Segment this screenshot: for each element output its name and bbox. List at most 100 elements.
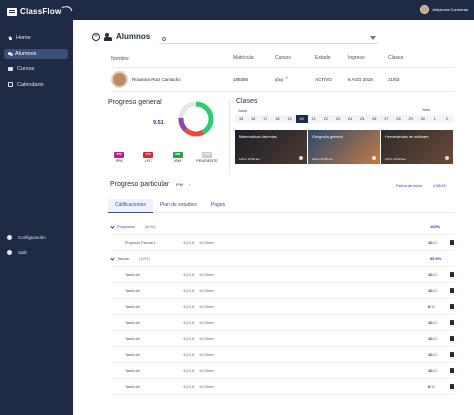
grade-item-row[interactable]: Tarea ## 3/2/18 10:55am 10/10 (111, 331, 454, 347)
logo-icon (7, 7, 17, 16)
grade-section-label: Proyectos (117, 224, 135, 229)
add-student-button[interactable]: + (92, 32, 100, 41)
subject-badge[interactable]: IPM IPM (108, 152, 130, 163)
grade-item-name[interactable]: Tarea ## (125, 336, 140, 341)
grade-item-row[interactable]: Tarea ## 3/2/18 10:55am 0/10 (111, 379, 454, 395)
filter-icon[interactable] (370, 36, 376, 40)
day-cell[interactable]: 16 (251, 117, 256, 121)
sidebar-item-home[interactable]: Home (4, 33, 68, 43)
grade-score-max: /10 (432, 321, 438, 325)
document-icon[interactable] (450, 288, 454, 293)
grade-section-weight: (60%) (144, 224, 156, 229)
grade-score-max: /10 (430, 305, 436, 309)
day-cell[interactable]: 19 (287, 117, 292, 121)
app-logo[interactable]: ClassFlow (7, 5, 73, 16)
logout-icon (7, 249, 12, 255)
day-cell[interactable]: 15 (238, 117, 244, 121)
grade-item-name[interactable]: Tarea ## (125, 304, 140, 309)
play-icon[interactable] (445, 156, 449, 160)
grade-score-value: 10 (428, 288, 433, 293)
document-icon[interactable] (450, 304, 454, 309)
document-icon[interactable] (450, 384, 454, 389)
grade-item-name[interactable]: Tarea ## (125, 272, 140, 277)
day-cell[interactable]: 30 (420, 117, 425, 121)
month-label: Junio (238, 109, 248, 113)
sidebar-item-label: Configuración (18, 234, 46, 240)
chevron-right-icon: › (189, 182, 191, 187)
play-icon[interactable] (372, 156, 376, 160)
search-input[interactable] (170, 36, 350, 41)
sidebar-item-calendario[interactable]: Calendario (4, 80, 68, 90)
document-icon[interactable] (450, 272, 454, 277)
class-card-title: Geografía general (312, 135, 343, 139)
column-header: Matrícula (233, 55, 254, 61)
subject-badge[interactable]: IBM IBM (167, 152, 189, 163)
grade-item-name[interactable]: Tarea ## (125, 384, 140, 389)
day-cell[interactable]: 23 (335, 117, 341, 121)
day-cell[interactable]: 27 (384, 117, 389, 121)
tab-calificaciones[interactable]: Calificaciones (108, 199, 153, 213)
document-icon[interactable] (450, 240, 454, 245)
grade-item-name[interactable]: Tarea ## (125, 320, 140, 325)
subject-badge[interactable]: LFC LFC (137, 152, 159, 163)
tab-pagos[interactable]: Pagos (210, 202, 226, 208)
grade-item-row[interactable]: Tarea ## 3/2/18 10:55am 10/10 (111, 363, 454, 379)
document-icon[interactable] (450, 320, 454, 325)
user-menu[interactable]: Alejandra Contreras (420, 5, 468, 14)
progreso-particular-title: Progreso particular (110, 181, 170, 188)
sidebar-item-cursos[interactable]: Cursos (4, 64, 68, 74)
sidebar-item-alumnos[interactable]: Alumnos (4, 48, 68, 59)
grade-item-row[interactable]: Tarea ## 3/2/18 10:55am 10/10 (111, 347, 454, 363)
day-cell[interactable]: 20 (295, 115, 308, 123)
class-card[interactable]: Matemáticas discretas 12hrs 12:00 am (235, 130, 307, 164)
grade-item-time: 10:55am (199, 336, 215, 341)
course-select-value: IPM (176, 182, 184, 187)
document-icon[interactable] (450, 336, 454, 341)
grade-section-weight: (40%) (139, 256, 150, 261)
grade-section-row[interactable]: Proyectos (60%) 100% (110, 219, 454, 235)
progreso-general-value: 9.51 (153, 120, 164, 126)
tab-plan-de-estudios[interactable]: Plan de estudios (159, 202, 197, 208)
grade-section-row[interactable]: Tareas (40%) 95.5% (110, 251, 454, 267)
day-cell[interactable]: 21 (311, 117, 316, 121)
subject-badge[interactable]: PEN PENDIENTE (196, 152, 218, 163)
grade-item-row[interactable]: Proyecto Parcial 1 3/2/18 10:55am 10/10 (111, 235, 454, 251)
grade-item-name[interactable]: Proyecto Parcial 1 (125, 240, 156, 245)
grade-item-time: 10:55am (199, 384, 215, 389)
grade-item-name[interactable]: Tarea ## (125, 352, 140, 357)
day-cell[interactable]: 24 (347, 117, 353, 121)
grade-item-row[interactable]: Tarea ## 3/2/18 10:55am 10/10 (111, 315, 454, 331)
day-cell[interactable]: 29 (408, 117, 413, 121)
day-cell[interactable]: 22 (323, 117, 328, 121)
user-name: Alejandra Contreras (432, 7, 468, 12)
progreso-general-title: Progreso general (108, 99, 162, 106)
course-select[interactable]: IPM › (176, 182, 190, 187)
sidebar-item-salir[interactable]: Salir (7, 247, 67, 257)
document-icon[interactable] (450, 352, 454, 357)
grade-item-name[interactable]: Tarea ## (125, 288, 140, 293)
more-courses-badge[interactable]: +3 (284, 76, 289, 81)
day-cell[interactable]: 17 (263, 117, 268, 121)
chevron-down-icon (110, 256, 115, 261)
day-cell[interactable]: 1 (433, 117, 436, 121)
sidebar-item-configuracion[interactable]: Configuración (7, 232, 67, 242)
clases-title: Clases (236, 98, 258, 105)
day-cell[interactable]: 2 (445, 117, 448, 121)
student-row[interactable]: Roxanna Ruiz Camacho 189356 IPM +3 ACTIV… (111, 67, 454, 92)
grade-item-date: 3/2/18 (183, 320, 195, 325)
subject-icon: LFC (143, 152, 154, 158)
day-cell[interactable]: 25 (360, 117, 365, 121)
day-cell[interactable]: 28 (396, 117, 401, 121)
search-bar (160, 34, 378, 44)
grade-item-row[interactable]: Tarea ## 3/2/18 10:55am 10/10 (111, 283, 454, 299)
document-icon[interactable] (450, 368, 454, 373)
grade-item-row[interactable]: Tarea ## 3/2/18 10:55am 10/10 (111, 267, 454, 283)
class-card[interactable]: Herramientas de software 12hrs 12:00 am (381, 130, 453, 164)
day-cell[interactable]: 18 (275, 117, 280, 121)
day-cell[interactable]: 26 (372, 117, 377, 121)
grade-item-row[interactable]: Tarea ## 3/2/18 10:55am 0/10 (111, 299, 454, 315)
class-card[interactable]: Geografía general 12hrs 12:00 am (308, 130, 380, 164)
grade-item-name[interactable]: Tarea ## (125, 368, 140, 373)
grade-score-value: 10 (428, 320, 433, 325)
play-icon[interactable] (299, 156, 303, 160)
